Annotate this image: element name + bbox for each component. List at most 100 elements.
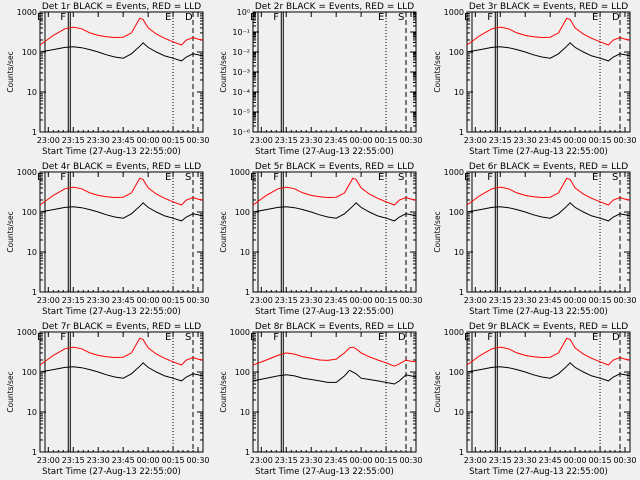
y-tick-label: 10 [27,408,37,417]
x-tick-label: 23:15 [275,296,298,305]
x-tick-label: 23:45 [325,456,348,465]
marker-label: F [487,12,493,23]
panel-det-5r: Det 5r BLACK = Events, RED = LLD 1 10 100 10… [219,162,423,317]
plot-frame [252,171,417,293]
y-tick-label: 1 [245,448,250,457]
marker-label: E [592,332,598,343]
x-tick-label: 23:30 [300,296,323,305]
y-tick-label: 1 [32,448,37,457]
y-tick-label: 10⁰ [237,8,250,17]
series-line-events [39,42,204,62]
x-tick-label: 23:30 [514,296,537,305]
series-line-events [252,369,417,385]
y-axis-label: Counts/sec [433,211,442,252]
x-tick-label: 23:15 [275,456,298,465]
marker-label: F [487,332,493,343]
series-line-events [466,42,631,62]
series-line-events [39,362,204,382]
y-tick-label: 1 [32,128,37,137]
x-tick-label: 23:45 [539,456,562,465]
x-axis-label: Start Time (27-Aug-13 22:55:00) [255,467,394,477]
x-tick-label: 23:30 [300,136,323,145]
x-tick-label: 23:30 [87,136,110,145]
panel-title: Det 1r BLACK = Events, RED = LLD [42,2,201,12]
y-tick-label: 10⁻⁶ [232,128,250,137]
series-line-events [466,362,631,382]
y-tick-label: 10⁻³ [232,68,250,77]
marker-label: D [612,12,620,23]
x-tick-label: 00:15 [589,296,612,305]
x-tick-label: 00:00 [350,456,373,465]
y-axis-label: Counts/sec [6,51,15,92]
plot-frame [252,11,417,133]
y-axis-label: Counts/sec [219,51,228,92]
y-tick-label: 1000 [444,8,464,17]
marker-label: F [273,172,279,183]
series-line-lld [39,17,204,46]
series-line-lld [39,337,204,366]
y-tick-label: 10 [454,408,464,417]
series-line-lld [39,177,204,206]
plot-frame [39,171,204,293]
x-tick-label: 23:15 [489,456,512,465]
y-tick-label: 10 [27,88,37,97]
x-tick-label: 00:00 [564,456,587,465]
panel-det-9r: Det 9r BLACK = Events, RED = LLD 1 10 100 10… [433,322,637,477]
x-tick-label: 00:15 [162,136,185,145]
marker-label: E [250,12,256,23]
x-tick-label: 00:00 [564,136,587,145]
x-axis-label: Start Time (27-Aug-13 22:55:00) [469,147,608,157]
x-tick-label: 00:00 [137,456,160,465]
x-tick-label: 00:30 [613,456,636,465]
x-axis-label: Start Time (27-Aug-13 22:55:00) [469,467,608,477]
plot-frame [39,11,204,133]
y-tick-label: 10 [240,408,250,417]
marker-label: D [185,12,193,23]
y-tick-label: 10 [454,88,464,97]
y-tick-label: 10 [240,248,250,257]
panel-det-4r: Det 4r BLACK = Events, RED = LLD 1 10 100 10… [6,162,210,317]
x-tick-label: 23:00 [250,136,273,145]
x-tick-label: 00:15 [375,456,398,465]
y-tick-label: 1 [245,288,250,297]
y-tick-label: 100 [22,48,37,57]
y-axis-label: Counts/sec [433,51,442,92]
x-tick-label: 00:30 [186,456,209,465]
series-line-events [466,202,631,222]
x-tick-label: 23:15 [489,136,512,145]
y-tick-label: 10 [27,248,37,257]
marker-label: E [592,12,598,23]
panel-title: Det 2r BLACK = Events, RED = LLD [255,2,414,12]
x-tick-label: 00:30 [399,456,422,465]
marker-label: E [165,332,171,343]
y-tick-label: 1000 [17,328,37,337]
x-tick-label: 23:45 [325,296,348,305]
x-tick-label: 23:15 [62,296,85,305]
y-tick-label: 1 [32,288,37,297]
x-axis-label: Start Time (27-Aug-13 22:55:00) [42,467,181,477]
x-tick-label: 23:45 [112,136,135,145]
marker-label: F [487,172,493,183]
y-tick-label: 1 [459,288,464,297]
x-axis-label: Start Time (27-Aug-13 22:55:00) [42,147,181,157]
y-tick-label: 1000 [444,328,464,337]
plot-frame [466,11,631,133]
x-tick-label: 23:45 [112,456,135,465]
panel-title: Det 9r BLACK = Events, RED = LLD [469,322,628,332]
marker-label: F [60,12,66,23]
x-tick-label: 23:45 [539,136,562,145]
x-tick-label: 23:00 [37,456,60,465]
y-axis-label: Counts/sec [219,371,228,412]
y-axis-label: Counts/sec [433,371,442,412]
x-tick-label: 23:30 [514,456,537,465]
marker-label: E [250,332,256,343]
marker-label: E [378,332,384,343]
x-tick-label: 00:30 [613,296,636,305]
y-tick-label: 100 [449,208,464,217]
x-tick-label: 00:15 [589,136,612,145]
x-tick-label: 00:30 [613,136,636,145]
marker-label: S [612,172,618,183]
y-tick-label: 10⁻² [232,48,250,57]
marker-label: F [60,172,66,183]
